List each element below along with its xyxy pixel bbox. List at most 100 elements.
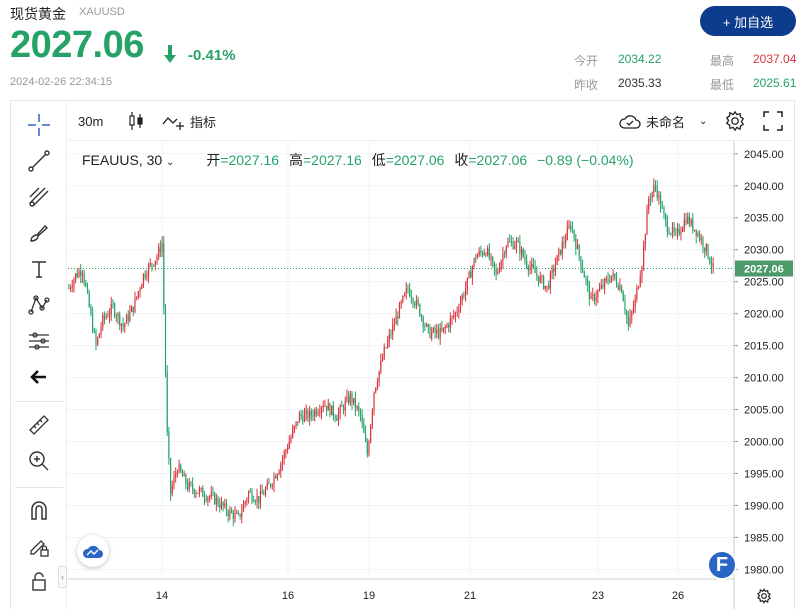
candle-body bbox=[363, 422, 365, 433]
candle-body bbox=[176, 472, 178, 475]
candle-body bbox=[366, 441, 368, 455]
text-tool-icon[interactable] bbox=[24, 255, 54, 283]
candle-body bbox=[125, 315, 128, 324]
candle-body bbox=[434, 327, 436, 333]
candle-body bbox=[458, 309, 460, 312]
candle-body bbox=[487, 248, 489, 256]
candle-body bbox=[688, 216, 691, 225]
legend-symbol[interactable]: FEAUUS, 30 bbox=[82, 152, 163, 168]
candle-body bbox=[163, 243, 165, 308]
candle-body bbox=[590, 295, 592, 300]
candle-body bbox=[549, 272, 551, 289]
candle-body bbox=[587, 279, 589, 285]
candle-body bbox=[283, 452, 285, 460]
pattern-tool-icon[interactable] bbox=[24, 291, 54, 319]
ruler-icon[interactable] bbox=[24, 411, 54, 439]
zoom-in-icon[interactable] bbox=[24, 447, 54, 475]
magnet-icon[interactable] bbox=[24, 497, 54, 525]
candle-body bbox=[609, 281, 611, 283]
candle-body bbox=[317, 412, 319, 415]
candle-body bbox=[544, 285, 546, 289]
candle-body bbox=[356, 406, 358, 409]
axis-settings-gear-icon[interactable] bbox=[754, 586, 774, 606]
fullscreen-icon[interactable] bbox=[763, 109, 783, 133]
candle-body bbox=[354, 397, 356, 409]
candle-body bbox=[353, 397, 355, 403]
chevron-down-icon: ⌄ bbox=[699, 115, 708, 127]
candle-body bbox=[671, 227, 674, 234]
candle-body bbox=[378, 371, 380, 383]
candle-body bbox=[514, 246, 516, 249]
candle-body bbox=[641, 266, 643, 278]
candle-body bbox=[622, 292, 624, 302]
candle-body bbox=[322, 406, 324, 408]
candle-body bbox=[666, 221, 668, 232]
candle-body bbox=[556, 255, 558, 265]
brush-icon[interactable] bbox=[24, 219, 54, 247]
candle-body bbox=[205, 498, 207, 501]
snapshot-button[interactable] bbox=[77, 535, 109, 567]
down-arrow-icon bbox=[164, 45, 176, 63]
candle-body bbox=[103, 314, 106, 318]
candle-body bbox=[565, 239, 567, 243]
candle-body bbox=[303, 413, 306, 422]
candle-body bbox=[678, 228, 680, 235]
last-price-label: 2027.06 bbox=[744, 263, 784, 275]
prediction-tool-icon[interactable] bbox=[24, 327, 54, 355]
candle-body bbox=[697, 233, 699, 236]
candle-body bbox=[298, 413, 301, 423]
layout-menu[interactable]: 未命名 ⌄ bbox=[618, 109, 707, 133]
candle-body bbox=[236, 513, 238, 515]
candle-body bbox=[412, 298, 414, 304]
candle-body bbox=[563, 242, 565, 244]
trend-line-icon[interactable] bbox=[24, 147, 54, 175]
candle-body bbox=[219, 504, 221, 508]
candle-body bbox=[432, 327, 434, 332]
candle-body bbox=[682, 228, 684, 232]
candle-body bbox=[656, 185, 658, 198]
candle-body bbox=[537, 275, 540, 283]
y-tick-label: 2010.00 bbox=[744, 373, 784, 385]
candle-body bbox=[539, 276, 541, 283]
lock-pencil-icon[interactable] bbox=[24, 533, 54, 561]
candle-body bbox=[497, 271, 499, 274]
candle-body bbox=[619, 285, 621, 290]
candlestick-chart[interactable]: 2045.00 2040.00 2035.00 2030.00 2025.00 2020.… bbox=[68, 141, 794, 609]
open-label: 今开 bbox=[574, 54, 599, 68]
settings-gear-icon[interactable] bbox=[724, 109, 746, 133]
candle-body bbox=[278, 471, 280, 475]
candle-body bbox=[431, 331, 433, 338]
candle-body bbox=[273, 476, 275, 485]
chevron-down-icon[interactable]: ⌄ bbox=[166, 157, 175, 168]
candle-body bbox=[349, 393, 351, 403]
fib-tool-icon[interactable] bbox=[24, 183, 54, 211]
crosshair-icon[interactable] bbox=[24, 111, 54, 139]
candle-body bbox=[466, 277, 468, 289]
interval-button[interactable]: 30m bbox=[78, 113, 104, 129]
candle-body bbox=[159, 247, 162, 252]
candle-body bbox=[498, 269, 501, 272]
indicators-button[interactable]: 指标 bbox=[162, 109, 216, 133]
candle-body bbox=[305, 410, 307, 414]
candle-body bbox=[583, 271, 585, 278]
candle-type-icon[interactable] bbox=[128, 109, 144, 133]
candle-body bbox=[685, 219, 687, 224]
back-arrow-icon[interactable] bbox=[24, 363, 54, 391]
candle-body bbox=[680, 231, 682, 235]
candle-body bbox=[280, 463, 282, 472]
toolbar-divider bbox=[15, 401, 63, 402]
candle-body bbox=[573, 229, 575, 239]
candle-body bbox=[325, 405, 328, 411]
collapse-toolbar-button[interactable]: ‹ bbox=[58, 566, 67, 588]
candle-body bbox=[130, 306, 133, 312]
candle-body bbox=[480, 250, 482, 253]
candle-body bbox=[242, 504, 245, 512]
legend-open-label: 开 bbox=[206, 152, 221, 168]
candle-body bbox=[310, 411, 312, 416]
candle-body bbox=[548, 285, 550, 289]
lock-icon[interactable] bbox=[24, 567, 54, 595]
low-value: 2025.61 bbox=[753, 76, 797, 90]
candle-body bbox=[493, 261, 496, 270]
cloud-icon bbox=[619, 115, 641, 129]
add-watchlist-button[interactable]: + 加自选 bbox=[700, 6, 796, 36]
